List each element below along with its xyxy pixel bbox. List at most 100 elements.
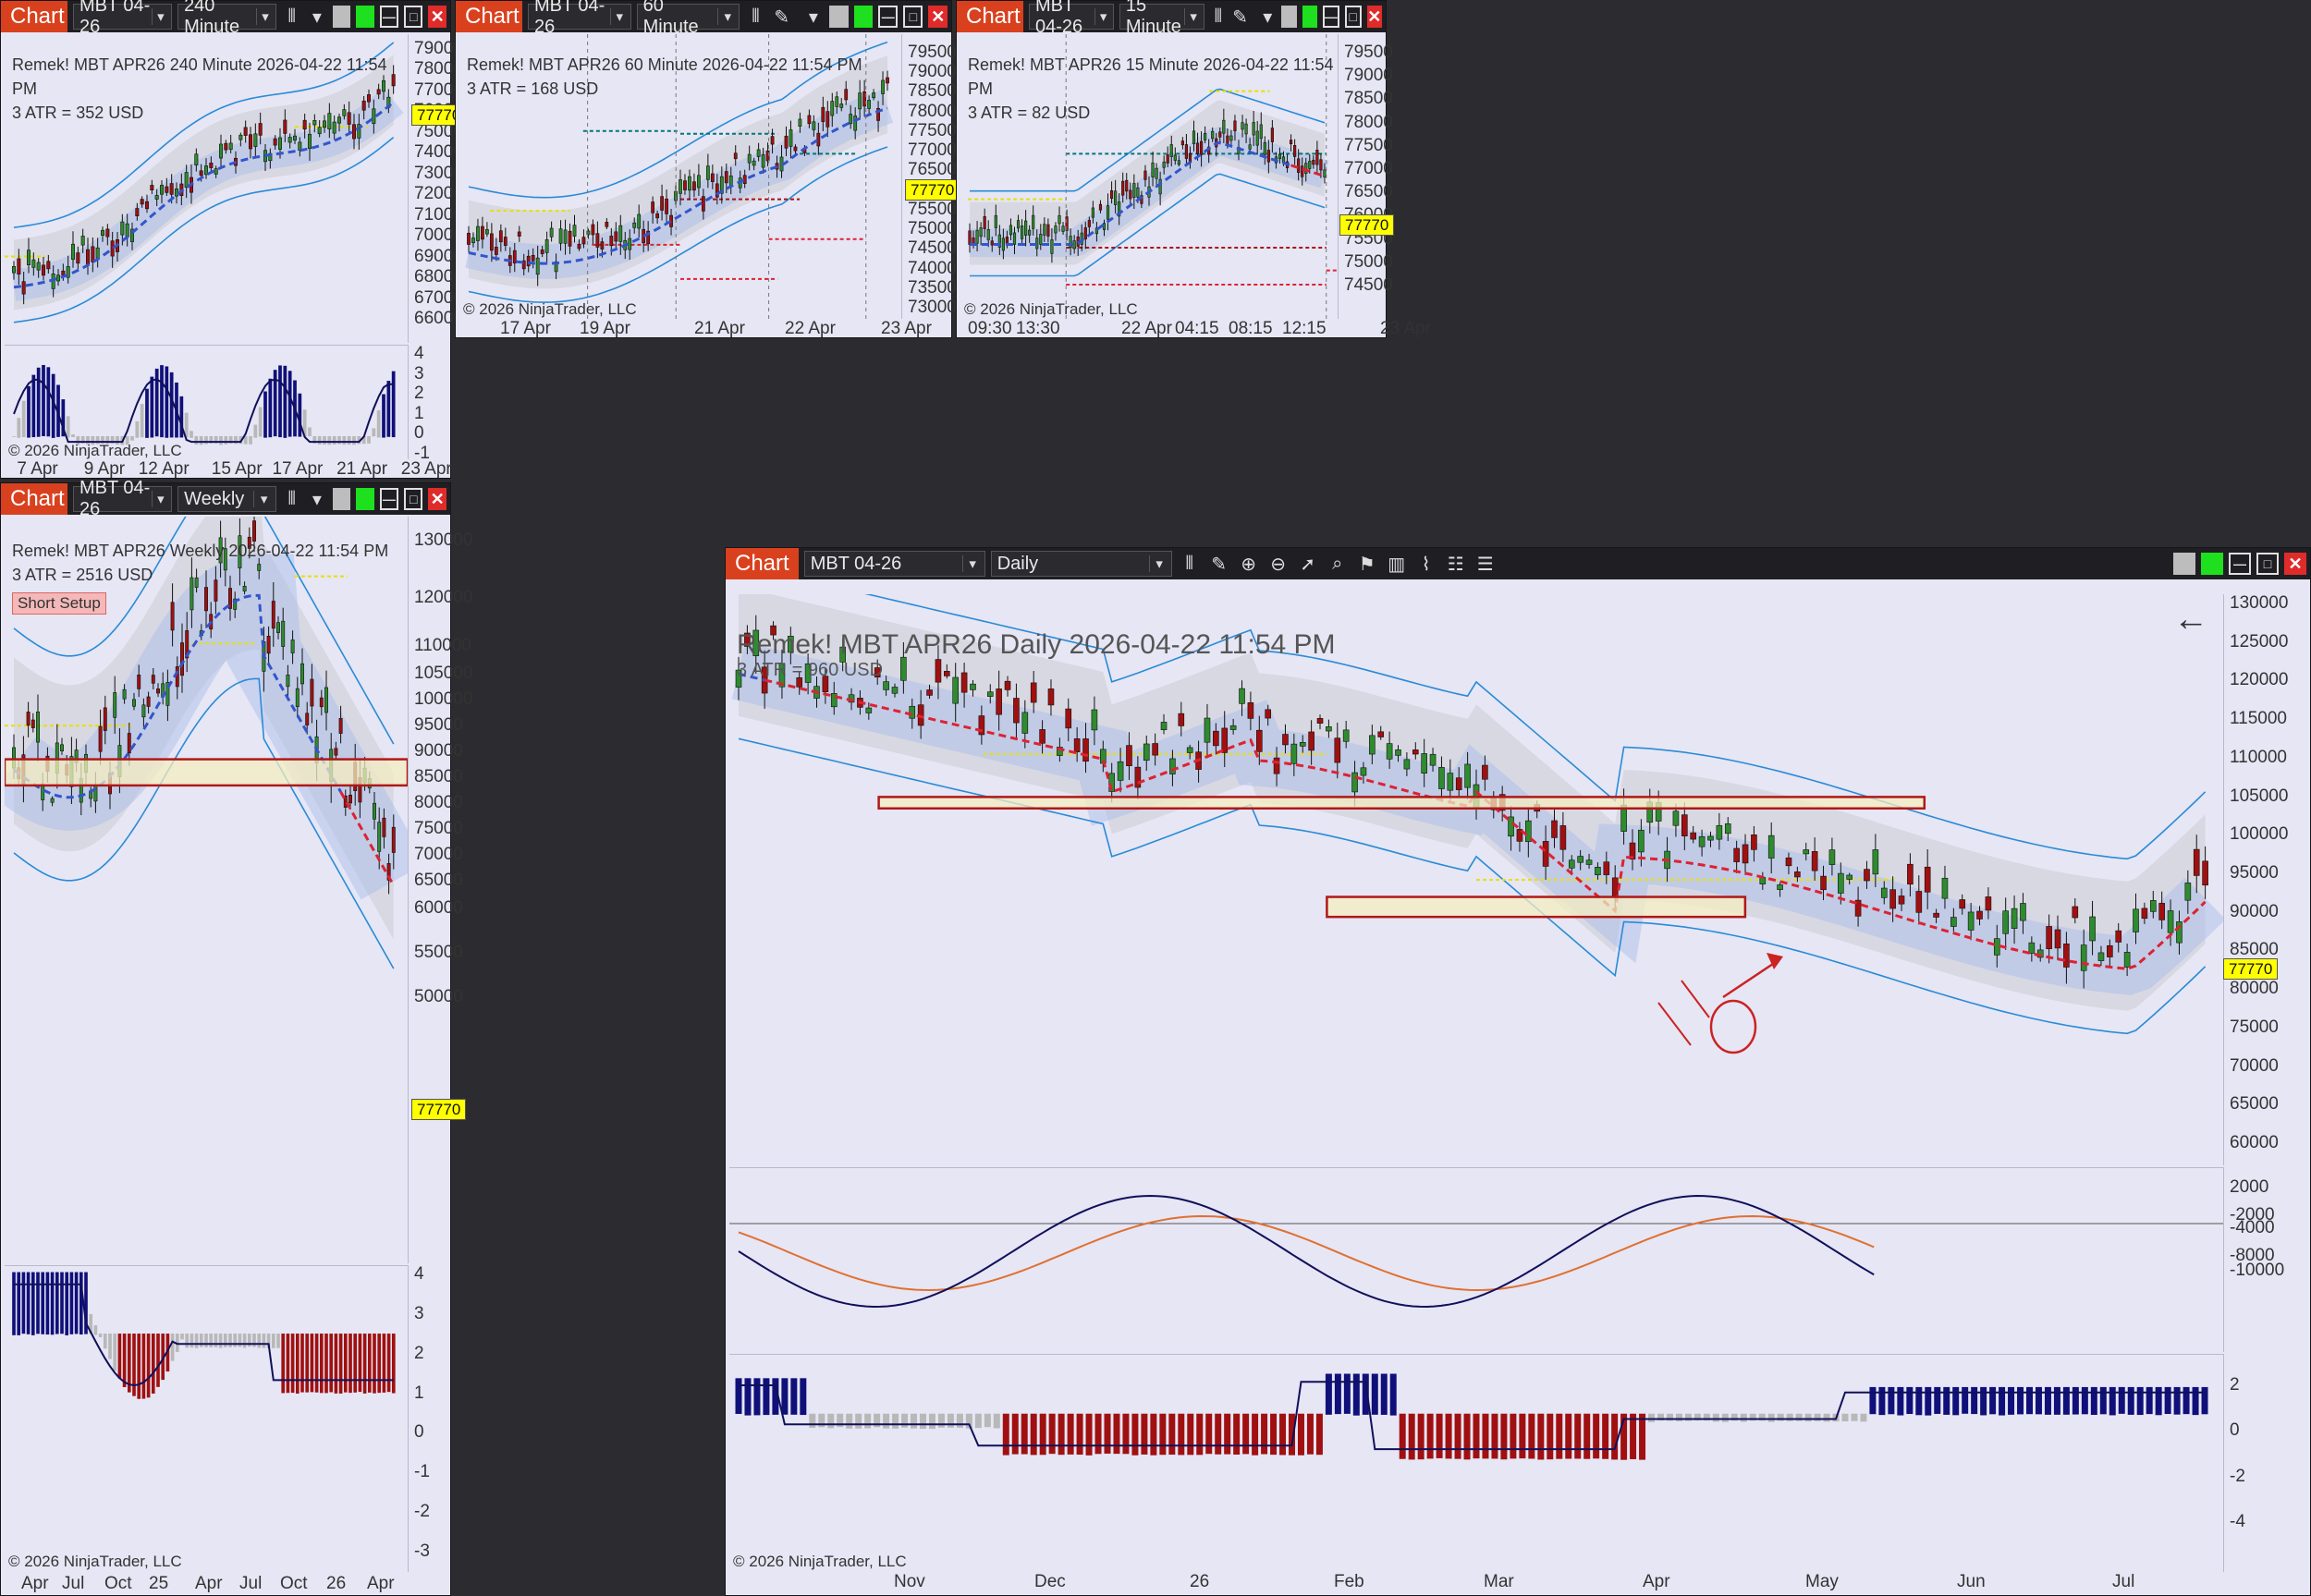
instrument-selector[interactable]: MBT 04-26 ▾: [1029, 0, 1114, 37]
link-gray-button[interactable]: [1281, 6, 1297, 28]
minimize-button[interactable]: —: [1322, 6, 1339, 28]
chart-trader-icon[interactable]: ⚑: [1358, 554, 1376, 575]
data-box-icon[interactable]: ⌕: [1332, 553, 1343, 574]
zoom-out-icon[interactable]: ⊖: [1270, 554, 1287, 575]
link-green-button[interactable]: [356, 488, 374, 510]
list-icon[interactable]: ☰: [1476, 554, 1494, 575]
price-axis[interactable]: 130000 125000 120000 115000 110000 105000 1000…: [2223, 593, 2310, 1165]
minimize-button[interactable]: —: [379, 6, 399, 28]
candle-body: [1192, 130, 1196, 144]
price-panel[interactable]: Remek! MBT APR26 60 Minute 2026-04-22 11…: [459, 34, 901, 319]
maximize-button[interactable]: □: [1344, 6, 1362, 28]
chart-menu-button[interactable]: Chart: [1, 1, 67, 32]
chart-menu-button[interactable]: Chart: [1, 483, 67, 515]
instrument-selector[interactable]: MBT 04-26 ▾: [73, 0, 173, 37]
histogram-bar: [65, 1272, 69, 1335]
chevron-down-icon[interactable]: ▾: [609, 8, 625, 25]
histogram-bar: [382, 1334, 386, 1393]
bar-type-icon[interactable]: ⫴: [287, 6, 296, 27]
chevron-down-icon[interactable]: ▾: [1184, 8, 1197, 25]
price-panel[interactable]: Remek! MBT APR26 Weekly 2026-04-22 11:54…: [5, 517, 408, 1263]
histogram-bar: [21, 400, 26, 438]
dropdown-arrow-icon[interactable]: ▾: [312, 6, 322, 28]
interval-selector[interactable]: Weekly ▾: [177, 486, 277, 512]
interval-selector[interactable]: 15 Minute ▾: [1119, 0, 1204, 37]
minimize-button[interactable]: —: [878, 6, 899, 28]
histogram-bar: [1730, 1413, 1738, 1421]
strategies-icon[interactable]: ⌇: [1421, 554, 1431, 575]
interval-selector[interactable]: 60 Minute ▾: [636, 0, 740, 37]
price-panel[interactable]: Remek! MBT APR26 15 Minute 2026-04-22 11…: [960, 34, 1338, 319]
chevron-down-icon[interactable]: ▾: [253, 491, 270, 507]
dropdown-arrow-icon[interactable]: ▾: [808, 6, 818, 28]
link-green-button[interactable]: [356, 6, 374, 28]
dropdown-arrow-icon[interactable]: ▾: [312, 489, 322, 510]
back-arrow-icon[interactable]: ←: [2173, 600, 2208, 639]
chart-title: Remek! MBT APR26 Weekly 2026-04-22 11:54…: [12, 542, 389, 560]
price-axis[interactable]: 7950079000785007800077500770007650076000…: [901, 34, 957, 319]
chevron-down-icon[interactable]: ▾: [961, 555, 979, 572]
maximize-button[interactable]: □: [903, 6, 923, 28]
candle-body: [391, 74, 396, 87]
candle-body: [61, 270, 66, 275]
chart-menu-button[interactable]: Chart: [726, 548, 799, 579]
price-panel[interactable]: Remek! MBT APR26 240 Minute 2026-04-22 1…: [5, 34, 408, 343]
link-gray-button[interactable]: [2173, 553, 2195, 575]
maximize-button[interactable]: □: [2256, 553, 2279, 575]
properties-icon[interactable]: ☷: [1447, 554, 1464, 575]
candle-body: [512, 250, 517, 264]
price-tick-label: 4: [414, 344, 424, 363]
price-axis[interactable]: 130000 120000 110000 105000 100000 95000 90000…: [408, 517, 472, 1263]
chart-menu-button[interactable]: Chart: [456, 1, 522, 32]
bar-type-icon[interactable]: ⫴: [287, 488, 296, 509]
close-button[interactable]: ✕: [928, 6, 948, 28]
bar-type-icon[interactable]: ⫴: [1214, 6, 1222, 27]
maximize-button[interactable]: □: [404, 6, 423, 28]
chevron-down-icon[interactable]: ▾: [717, 8, 733, 25]
instrument-selector[interactable]: MBT 04-26 ▾: [803, 551, 985, 577]
maximize-button[interactable]: □: [404, 488, 423, 510]
zoom-in-icon[interactable]: ⊕: [1241, 554, 1257, 575]
interval-selector[interactable]: 240 Minute ▾: [177, 0, 277, 37]
link-gray-button[interactable]: [332, 488, 351, 510]
instrument-selector[interactable]: MBT 04-26 ▾: [528, 0, 631, 37]
link-green-button[interactable]: [2201, 553, 2223, 575]
dropdown-arrow-icon[interactable]: ▾: [1263, 6, 1273, 28]
interval-selector[interactable]: Daily ▾: [990, 551, 1172, 577]
candle-body: [242, 585, 247, 591]
candle-body: [276, 622, 280, 633]
close-button[interactable]: ✕: [1366, 6, 1382, 28]
drawing-tool-icon[interactable]: ✎: [1232, 6, 1248, 28]
minimize-button[interactable]: —: [2229, 553, 2251, 575]
instrument-selector[interactable]: MBT 04-26 ▾: [73, 478, 173, 519]
close-button[interactable]: ✕: [428, 488, 446, 510]
link-green-button[interactable]: [853, 6, 874, 28]
chevron-down-icon[interactable]: ▾: [151, 8, 165, 25]
minimize-button[interactable]: —: [379, 488, 399, 510]
chevron-down-icon[interactable]: ▾: [151, 491, 165, 507]
indicators-icon[interactable]: ▥: [1388, 554, 1406, 575]
link-green-button[interactable]: [1302, 6, 1317, 28]
bar-type-icon[interactable]: ⫴: [1185, 553, 1193, 574]
bar-type-icon[interactable]: ⫴: [752, 6, 760, 27]
candle-body: [100, 229, 105, 236]
link-gray-button[interactable]: [829, 6, 849, 28]
drawing-tool-icon[interactable]: ✎: [774, 6, 790, 28]
close-button[interactable]: ✕: [428, 6, 446, 28]
price-badge: 77770: [411, 104, 467, 126]
price-tick-label: 77000: [1344, 159, 1393, 178]
price-axis[interactable]: 7900078000770007600075000740007300072000…: [408, 34, 463, 343]
price-panel[interactable]: Remek! MBT APR26 Daily 2026-04-22 11:54 …: [729, 594, 2223, 1165]
chevron-down-icon[interactable]: ▾: [255, 8, 270, 25]
close-button[interactable]: ✕: [2284, 553, 2306, 575]
link-gray-button[interactable]: [332, 6, 351, 28]
chart-menu-button[interactable]: Chart: [957, 1, 1023, 32]
pointer-icon[interactable]: ➚: [1300, 554, 1316, 575]
drawing-tool-icon[interactable]: ✎: [1211, 554, 1228, 575]
chevron-down-icon[interactable]: ▾: [1148, 555, 1166, 572]
histogram-bar: [1270, 1413, 1278, 1456]
price-axis[interactable]: 7950079000785007800077500770007650076000…: [1338, 34, 1393, 319]
histogram-bar: [80, 435, 85, 444]
chevron-down-icon[interactable]: ▾: [1094, 8, 1107, 25]
histogram-bar: [249, 435, 252, 445]
